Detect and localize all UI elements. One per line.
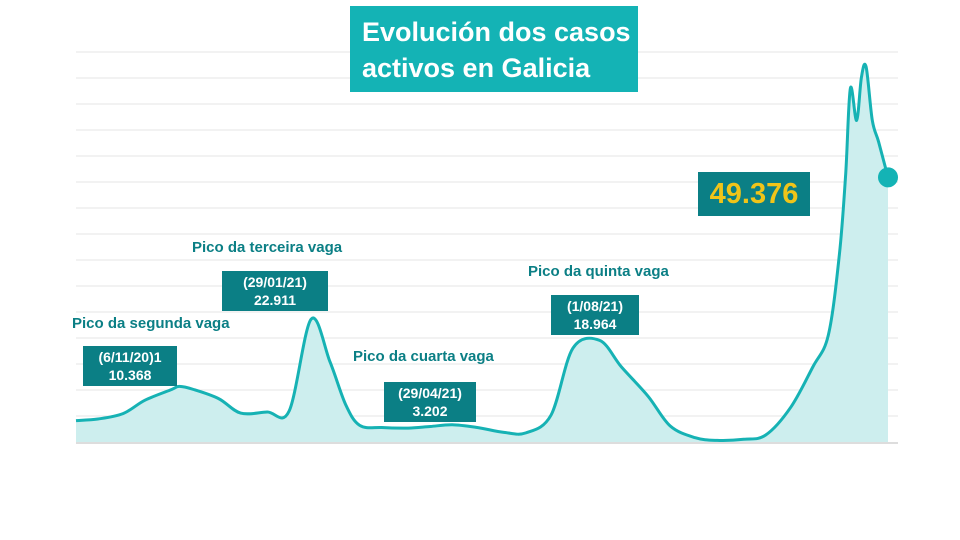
- peak-date: (6/11/20)1: [98, 349, 162, 365]
- peak-value: 22.911: [253, 292, 297, 308]
- peak-label-second-wave: Pico da segunda vaga: [72, 315, 230, 332]
- peak-label-third-wave: Pico da terceira vaga: [192, 239, 343, 256]
- peak-box-fifth-wave: (1/08/21) 18.964: [551, 295, 639, 335]
- peak-value: 3.202: [412, 403, 448, 419]
- peak-value: 18.964: [573, 316, 617, 332]
- peak-label-fifth-wave: Pico da quinta vaga: [528, 263, 669, 280]
- peak-box-third-wave: (29/01/21) 22.911: [222, 271, 328, 311]
- current-value-label: 49.376: [698, 172, 810, 216]
- title-line-1: Evolución dos casos: [362, 17, 631, 47]
- peak-label-fourth-wave: Pico da cuarta vaga: [353, 348, 494, 365]
- title-line-2: activos en Galicia: [362, 53, 591, 83]
- series-line: [75, 62, 890, 442]
- series-area: [76, 64, 888, 443]
- chart-title: Evolución dos casos activos en Galicia: [350, 6, 638, 92]
- peak-value: 10.368: [108, 367, 152, 383]
- peak-date: (1/08/21): [566, 298, 624, 314]
- peak-box-fourth-wave: (29/04/21) 3.202: [384, 382, 476, 422]
- current-value-marker: [878, 167, 898, 188]
- peak-box-second-wave: (6/11/20)1 10.368: [83, 346, 177, 386]
- peak-date: (29/04/21): [398, 385, 462, 401]
- peak-date: (29/01/21): [243, 274, 307, 290]
